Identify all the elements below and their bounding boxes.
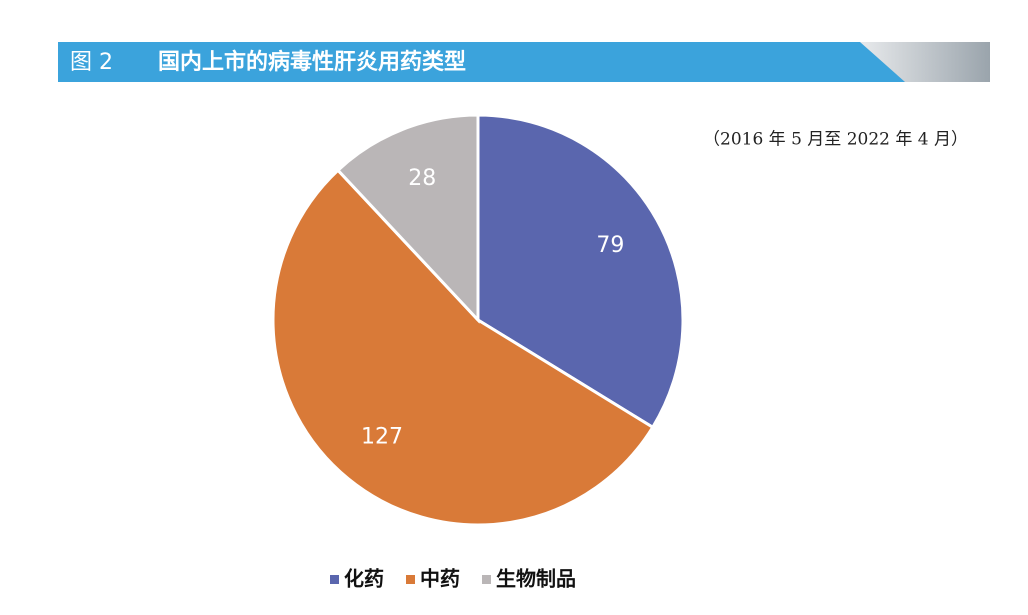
legend-swatch: [406, 575, 415, 584]
legend-label: 中药: [420, 567, 460, 591]
pie-slice: [335, 113, 480, 324]
pie-slice: [271, 168, 655, 527]
legend: 化药 中药 生物制品: [330, 567, 576, 591]
chart-subtitle: （2016 年 5 月至 2022 年 4 月）: [703, 130, 968, 150]
legend-label: 生物制品: [496, 567, 576, 591]
legend-label: 化药: [344, 567, 384, 591]
chart-title: 国内上市的病毒性肝炎用药类型: [158, 49, 466, 75]
pie: 79 127 28: [271, 113, 685, 527]
pie-slice: [476, 113, 685, 430]
legend-swatch: [482, 575, 491, 584]
data-label: 79: [596, 233, 624, 258]
banner: [58, 42, 905, 82]
legend-swatch: [330, 575, 339, 584]
figure-label: 图 2: [70, 50, 113, 75]
data-label: 28: [408, 166, 436, 191]
data-label: 127: [361, 425, 403, 450]
